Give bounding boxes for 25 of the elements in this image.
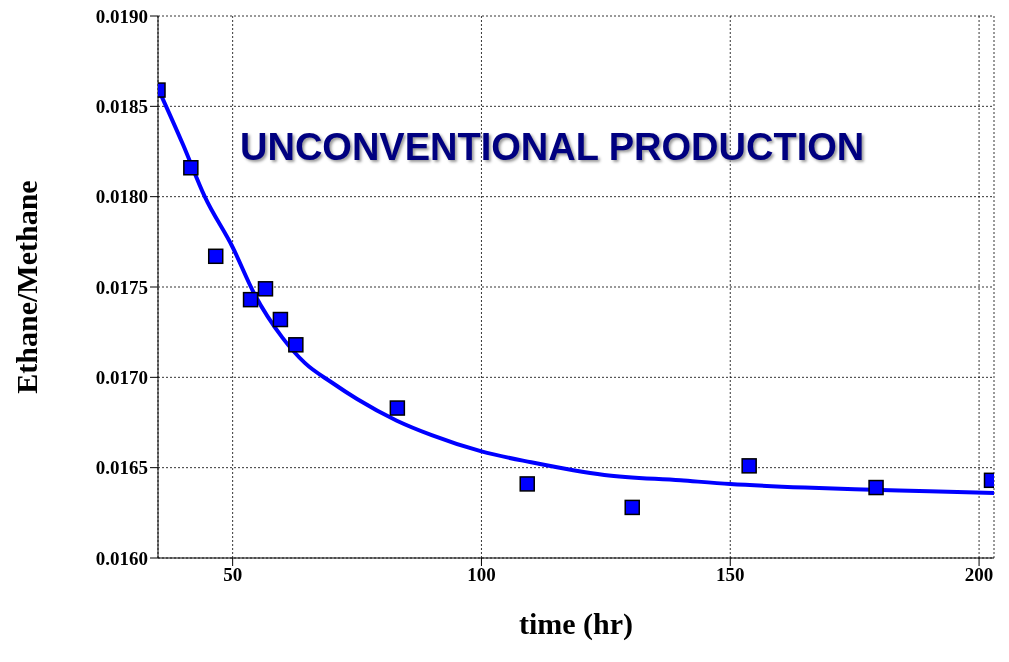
point <box>288 337 304 353</box>
y-axis-title: Ethane/Methane <box>9 180 43 394</box>
point <box>242 291 259 308</box>
y-tick-label: 0.0180 <box>95 186 148 208</box>
annotation: UNCONVENTIONAL PRODUCTION <box>240 126 865 169</box>
y-tick-label: 0.0175 <box>95 276 148 298</box>
y-tick-label: 0.0170 <box>95 367 148 389</box>
point <box>272 311 289 328</box>
y-tick-label: 0.0165 <box>95 457 148 479</box>
point <box>207 248 224 265</box>
x-tick-label: 150 <box>716 564 745 586</box>
x-tick-label: 50 <box>223 564 243 586</box>
point <box>257 281 274 297</box>
point <box>389 400 406 416</box>
y-tick-label: 0.0185 <box>95 96 148 118</box>
x-tick-label: 200 <box>964 564 994 586</box>
point <box>868 479 884 496</box>
y-tick-label: 0.0160 <box>95 547 148 569</box>
point <box>624 499 640 516</box>
x-tick-label: 100 <box>467 564 496 586</box>
point <box>741 458 757 474</box>
x-axis-title: time (hr) <box>518 607 634 641</box>
y-tick-label: 0.0190 <box>95 5 148 27</box>
point <box>183 160 199 176</box>
point <box>519 476 535 492</box>
